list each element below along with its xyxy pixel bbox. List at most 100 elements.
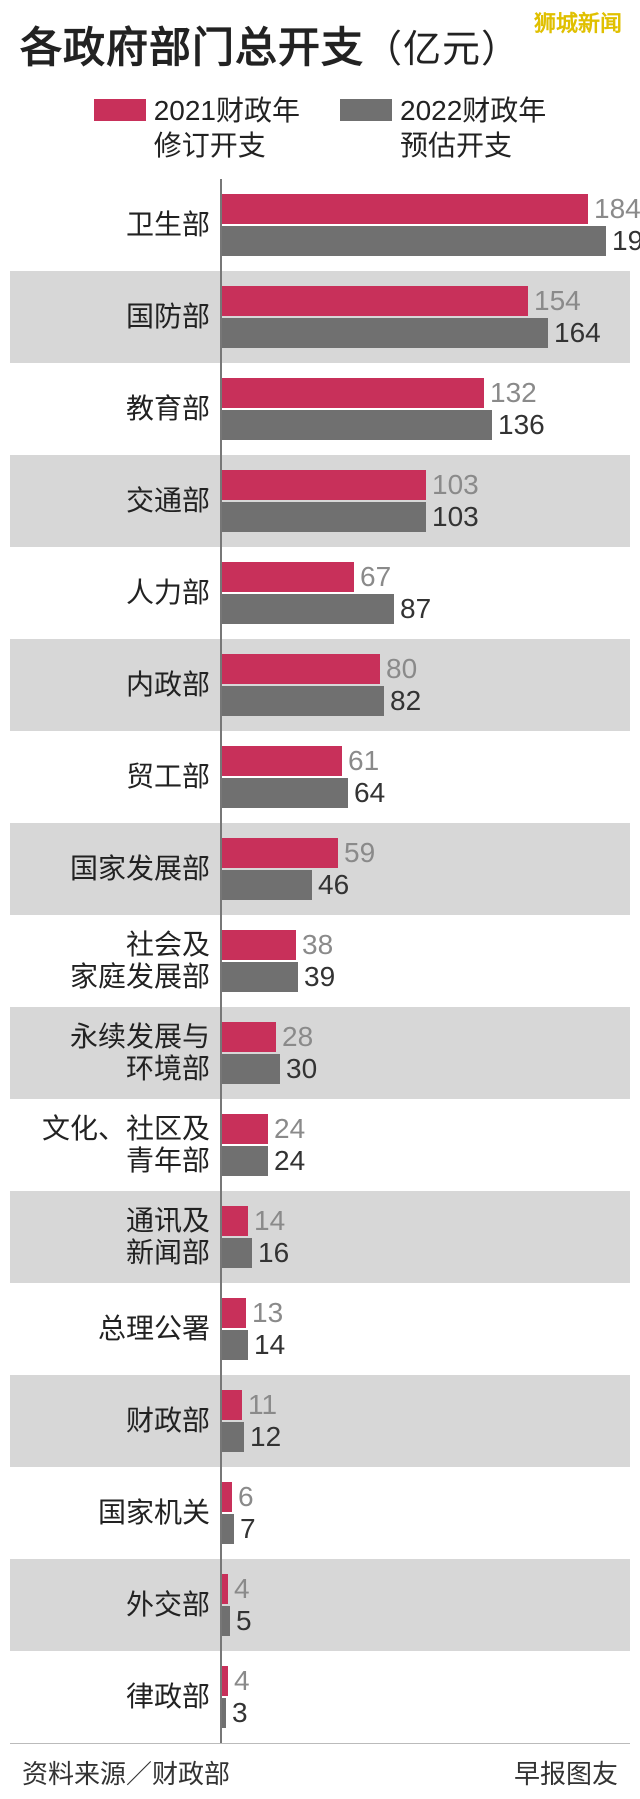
category-label: 国防部 <box>10 301 220 333</box>
category-label: 国家机关 <box>10 1497 220 1529</box>
series2-bar <box>220 1330 248 1360</box>
series1-bar <box>220 1298 246 1328</box>
series2-value: 164 <box>554 317 601 349</box>
series2-value: 7 <box>240 1513 256 1545</box>
series2-value: 16 <box>258 1237 289 1269</box>
table-row: 文化、社区及青年部2424 <box>10 1099 630 1191</box>
bar-group: 67 <box>220 1481 630 1545</box>
series1-line: 28 <box>220 1021 620 1053</box>
legend-swatch-series1 <box>94 99 146 121</box>
series2-line: 24 <box>220 1145 620 1177</box>
bar-group: 45 <box>220 1573 630 1637</box>
series1-value: 14 <box>254 1205 285 1237</box>
category-label: 国家发展部 <box>10 853 220 885</box>
table-row: 人力部 6787 <box>10 547 630 639</box>
series1-bar <box>220 470 426 500</box>
table-row: 国家机关67 <box>10 1467 630 1559</box>
series2-value: 64 <box>354 777 385 809</box>
table-row: 贸工部 6164 <box>10 731 630 823</box>
series2-line: 39 <box>220 961 620 993</box>
category-label: 卫生部 <box>10 209 220 241</box>
category-label: 内政部 <box>10 669 220 701</box>
series1-value: 24 <box>274 1113 305 1145</box>
series2-line: 164 <box>220 317 620 349</box>
series2-value: 46 <box>318 869 349 901</box>
series1-line: 80 <box>220 653 620 685</box>
series1-bar <box>220 1390 242 1420</box>
table-row: 总理公署1314 <box>10 1283 630 1375</box>
table-row: 律政部43 <box>10 1651 630 1743</box>
bar-group: 43 <box>220 1665 630 1729</box>
series2-bar <box>220 1514 234 1544</box>
category-label: 人力部 <box>10 577 220 609</box>
bar-group: 154164 <box>220 285 630 349</box>
bar-group: 103103 <box>220 469 630 533</box>
series2-line: 64 <box>220 777 620 809</box>
series2-value: 3 <box>232 1697 248 1729</box>
table-row: 国防部154164 <box>10 271 630 363</box>
series2-line: 12 <box>220 1421 620 1453</box>
series1-value: 61 <box>348 745 379 777</box>
series2-line: 7 <box>220 1513 620 1545</box>
bar-group: 132136 <box>220 377 630 441</box>
series1-line: 4 <box>220 1665 620 1697</box>
series1-line: 103 <box>220 469 620 501</box>
series1-bar <box>220 562 354 592</box>
table-row: 外交部45 <box>10 1559 630 1651</box>
series2-bar <box>220 778 348 808</box>
series2-value: 136 <box>498 409 545 441</box>
bar-group: 3839 <box>220 929 630 993</box>
series1-line: 11 <box>220 1389 620 1421</box>
series1-line: 67 <box>220 561 620 593</box>
legend-s1-line2: 修订开支 <box>154 128 300 163</box>
category-label: 永续发展与环境部 <box>10 1021 220 1085</box>
series1-value: 28 <box>282 1021 313 1053</box>
series2-line: 14 <box>220 1329 620 1361</box>
footer-right: 早报图友 <box>514 1754 618 1791</box>
chart-footer: 资料来源／财政部 早报图友 <box>10 1743 630 1799</box>
series2-bar <box>220 502 426 532</box>
series2-bar <box>220 1422 244 1452</box>
category-label: 总理公署 <box>10 1313 220 1345</box>
series2-bar <box>220 1238 252 1268</box>
series1-bar <box>220 654 380 684</box>
series1-value: 11 <box>248 1389 277 1421</box>
category-label: 社会及家庭发展部 <box>10 929 220 993</box>
series1-line: 38 <box>220 929 620 961</box>
series2-line: 16 <box>220 1237 620 1269</box>
series2-bar <box>220 594 394 624</box>
legend-text-series2: 2022财政年 预估开支 <box>400 93 546 163</box>
series1-bar <box>220 1022 276 1052</box>
series1-value: 67 <box>360 561 391 593</box>
series2-line: 30 <box>220 1053 620 1085</box>
series2-bar <box>220 1054 280 1084</box>
legend-s2-line1: 2022财政年 <box>400 93 546 128</box>
category-label: 律政部 <box>10 1681 220 1713</box>
category-label: 交通部 <box>10 485 220 517</box>
table-row: 永续发展与环境部 2830 <box>10 1007 630 1099</box>
bar-group: 184193 <box>220 193 640 257</box>
series2-value: 30 <box>286 1053 317 1085</box>
series1-bar <box>220 838 338 868</box>
footer-source: 资料来源／财政部 <box>22 1754 230 1791</box>
series1-bar <box>220 746 342 776</box>
series1-line: 61 <box>220 745 620 777</box>
category-label: 贸工部 <box>10 761 220 793</box>
category-label: 教育部 <box>10 393 220 425</box>
series2-line: 103 <box>220 501 620 533</box>
legend-s2-line2: 预估开支 <box>400 128 546 163</box>
series1-value: 103 <box>432 469 479 501</box>
legend-item-series1: 2021财政年 修订开支 <box>94 93 300 163</box>
series1-line: 24 <box>220 1113 620 1145</box>
chart-container: 狮城新闻 各政府部门总开支（亿元） 2021财政年 修订开支 2022财政年 预… <box>0 0 640 1799</box>
table-row: 卫生部184193 <box>10 179 630 271</box>
category-label: 外交部 <box>10 1589 220 1621</box>
series2-value: 14 <box>254 1329 285 1361</box>
bar-group: 8082 <box>220 653 630 717</box>
series1-value: 4 <box>234 1573 250 1605</box>
legend-text-series1: 2021财政年 修订开支 <box>154 93 300 163</box>
series2-line: 87 <box>220 593 620 625</box>
bar-group: 1416 <box>220 1205 630 1269</box>
series2-bar <box>220 962 298 992</box>
table-row: 教育部132136 <box>10 363 630 455</box>
